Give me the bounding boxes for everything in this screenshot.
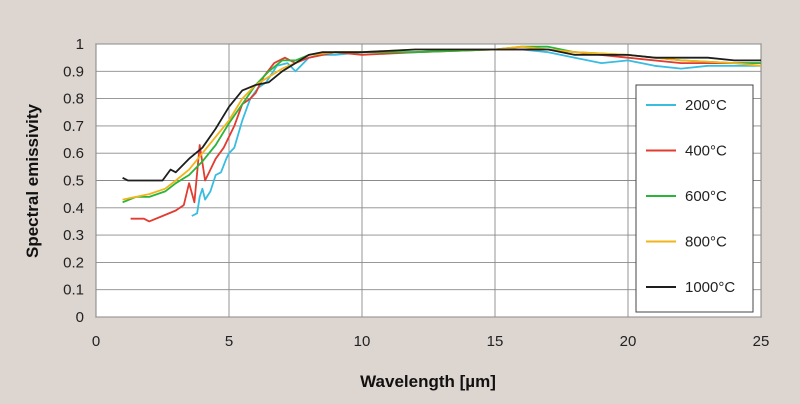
- series-line: [122, 48, 761, 182]
- y-tick-labels: 0 0.1 0.2 0.3 0.4 0.5 0.6 0.7 0.8 0.9 1: [63, 36, 84, 326]
- x-tick-label: 25: [753, 333, 770, 350]
- y-tick-label: 0.4: [63, 200, 84, 217]
- y-tick-label: 0.5: [63, 173, 84, 190]
- x-tick-labels: 0 5 10 15 20 25: [92, 333, 770, 350]
- x-tick-label: 15: [487, 333, 504, 350]
- y-tick-label: 0.8: [63, 91, 84, 108]
- legend-label: 400°C: [685, 143, 727, 160]
- y-tick-label: 0.6: [63, 145, 84, 162]
- legend: 200°C 400°C 600°C 800°C 1000°C: [635, 84, 754, 313]
- legend-label: 200°C: [685, 97, 727, 114]
- series-line: [191, 48, 761, 217]
- y-tick-label: 1: [76, 36, 84, 53]
- legend-label: 800°C: [685, 234, 727, 251]
- y-tick-label: 0.7: [63, 118, 84, 135]
- y-tick-label: 0.2: [63, 254, 84, 271]
- y-tick-label: 0.9: [63, 63, 84, 80]
- x-tick-label: 20: [620, 333, 637, 350]
- y-tick-label: 0.3: [63, 227, 84, 244]
- x-tick-label: 5: [225, 333, 233, 350]
- legend-label: 600°C: [685, 188, 727, 205]
- legend-label: 1000°C: [685, 279, 735, 296]
- series-lines: [122, 45, 762, 223]
- y-tick-label: 0: [76, 309, 84, 326]
- x-tick-label: 0: [92, 333, 100, 350]
- y-tick-label: 0.1: [63, 282, 84, 299]
- y-axis-title: Spectral emissivity: [23, 103, 42, 258]
- x-tick-label: 10: [354, 333, 371, 350]
- x-axis-title: Wavelength [µm]: [360, 372, 496, 391]
- legend-box: [635, 84, 754, 313]
- series-line: [122, 45, 762, 201]
